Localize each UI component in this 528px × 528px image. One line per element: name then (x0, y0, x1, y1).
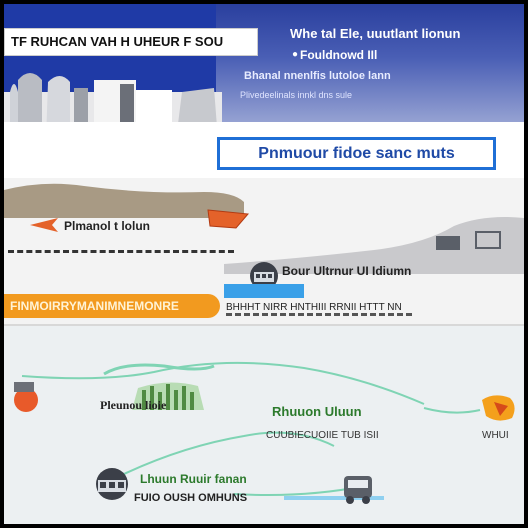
right-node-icon (482, 395, 515, 421)
label-landscape-1: Plmanol t lolun (64, 219, 150, 233)
blue-water-strip (224, 284, 304, 298)
arrow-right-icon (207, 209, 250, 229)
label-diagram-5: Rhuuon Uluun (272, 404, 362, 419)
arrow-left-icon (30, 218, 58, 232)
label-landscape-3: BHHHT NIRR HNTHIII RRNII HTTT NN (226, 302, 402, 313)
label-landscape-2: Bour Ultrnur UI Idiumn (282, 264, 412, 278)
section-divider (4, 324, 524, 326)
hill-right-illustration (224, 217, 524, 274)
bullet-icon: ● (292, 49, 299, 60)
bus-icon (344, 476, 372, 504)
dashed-track-1 (8, 250, 234, 254)
header-headline: Whe tal Ele, uuutlant lionun (290, 26, 461, 41)
dashed-track-2 (226, 313, 412, 317)
label-diagram-4: Pleunou lioie (100, 398, 167, 412)
flow-paths (21, 361, 481, 500)
label-diagram-9: FUIO OUSH OMHUNS (134, 492, 248, 504)
header-title: TF RUHCAN VAH H UHEUR F SOU (4, 28, 258, 56)
header-subheadline: Fouldnowd IIl (300, 48, 378, 62)
header-gradient-panel (216, 4, 524, 139)
label-diagram-6: CUUBIECUOIIE TUB ISII (266, 430, 379, 441)
label-diagram-8: Lhuun Ruuir fanan (140, 472, 247, 486)
station-icon (96, 468, 128, 500)
lower-diagram-area (4, 326, 524, 524)
left-node-icon (14, 382, 38, 412)
section-tag: Pnmuour fidoe sanc muts (217, 137, 496, 170)
tree-cluster-icon (132, 382, 204, 410)
train-icon (250, 262, 278, 290)
header-line-3: Bhanal nnenlfis lutoloe lann (244, 70, 391, 82)
header-line-4: Plivedeelinals innkl dns sule (240, 90, 353, 100)
orange-label-bar: FINMOIRRYMANIMNEMONRE (4, 294, 220, 318)
infographic-frame: TF RUHCAN VAH H UHEUR F SOU Whe tal Ele,… (4, 4, 524, 524)
hill-left-illustration (4, 183, 244, 218)
label-diagram-7: WHUI (482, 430, 509, 441)
